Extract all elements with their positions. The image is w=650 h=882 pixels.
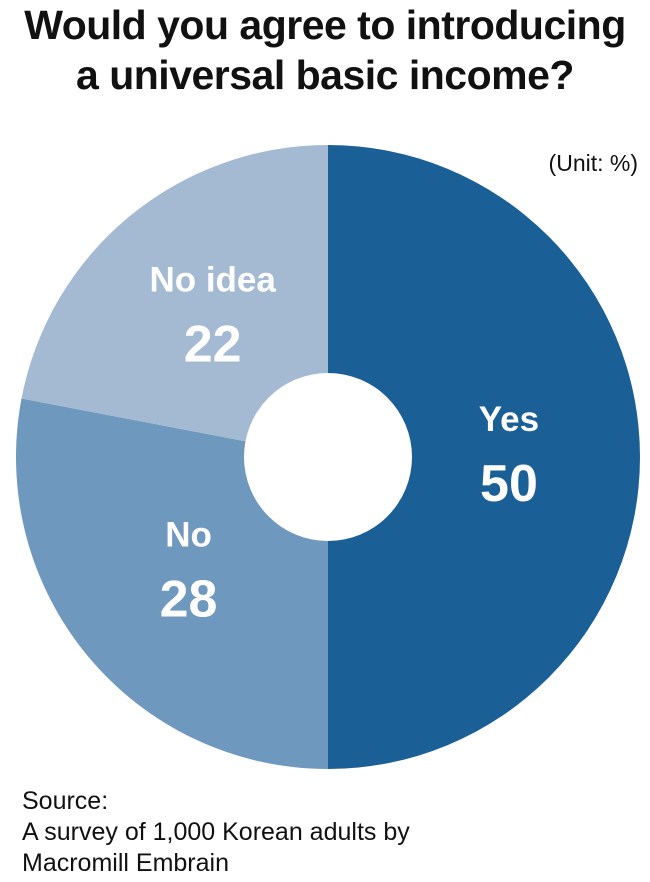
slices-layer <box>15 145 640 769</box>
chart-title-line-2: a universal basic income? <box>76 52 574 98</box>
slice-no <box>15 398 328 769</box>
source-note: Source: A survey of 1,000 Korean adults … <box>22 786 410 879</box>
slice-value-no: 28 <box>160 570 218 628</box>
slice-value-no-idea: 22 <box>184 316 242 374</box>
slice-label-no-idea: No idea <box>149 261 276 300</box>
chart-title: Would you agree to introducing a univers… <box>0 0 650 100</box>
chart-title-line-1: Would you agree to introducing <box>24 2 626 48</box>
slice-label-no: No <box>165 515 212 554</box>
source-line-3: Macromill Embrain <box>22 849 229 877</box>
unit-label: (Unit: %) <box>548 150 638 176</box>
slice-label-yes: Yes <box>479 400 539 439</box>
labels-layer: Yes 50 No 28 No idea 22 <box>149 261 539 629</box>
slice-no-idea <box>21 145 329 457</box>
slice-yes <box>328 145 640 769</box>
source-line-1: Source: <box>22 787 109 815</box>
donut-hole <box>244 373 412 541</box>
source-line-2: A survey of 1,000 Korean adults by <box>22 818 410 846</box>
slice-value-yes: 50 <box>480 455 538 513</box>
